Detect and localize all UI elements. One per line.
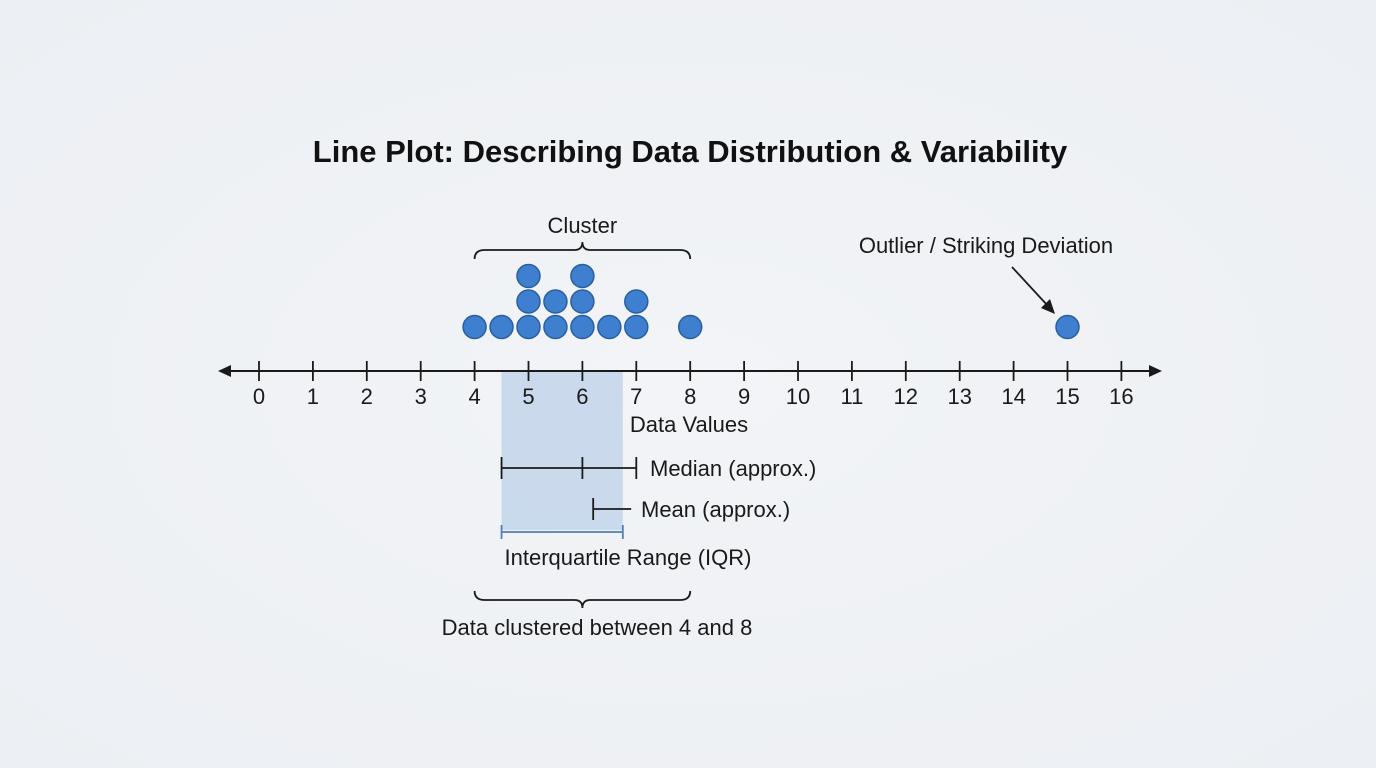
iqr-bracket (500, 525, 624, 539)
tick-label: 5 (522, 384, 534, 409)
tick-label: 16 (1109, 384, 1133, 409)
tick-label: 15 (1055, 384, 1079, 409)
mean-label: Mean (approx.) (641, 497, 790, 522)
data-point (677, 314, 703, 340)
tick-label: 9 (738, 384, 750, 409)
cluster-brace (473, 241, 692, 260)
x-axis-label: Data Values (630, 412, 748, 437)
clustered-range-brace (473, 590, 692, 609)
cluster-label: Cluster (548, 213, 618, 238)
data-point (516, 263, 541, 289)
chart-title: Line Plot: Describing Data Distribution … (313, 134, 1068, 169)
data-point (624, 289, 649, 314)
tick-label: 2 (361, 384, 373, 409)
tick-label: 1 (307, 384, 319, 409)
iqr-label: Interquartile Range (IQR) (505, 545, 752, 570)
outlier-arrow (1011, 266, 1049, 307)
data-points (462, 263, 1080, 340)
tick-label: 11 (840, 384, 863, 409)
axis-right-arrow (1149, 365, 1162, 377)
tick-label: 3 (415, 384, 427, 409)
data-point (1055, 314, 1080, 340)
data-point (543, 289, 568, 314)
tick-label: 8 (684, 384, 696, 409)
median-label: Median (approx.) (650, 456, 816, 481)
tick-label: 12 (894, 384, 918, 409)
tick-label: 7 (630, 384, 642, 409)
tick-label: 4 (468, 384, 480, 409)
data-point (462, 314, 487, 340)
tick-label: 6 (576, 384, 588, 409)
axis-left-arrow (218, 365, 231, 377)
data-point (516, 314, 541, 340)
outlier-arrowhead (1041, 299, 1055, 314)
iqr-shaded-region (501, 372, 623, 530)
mean-marker (592, 498, 632, 520)
data-point (543, 314, 568, 340)
axis-ticks: 0 1 2 3 4 5 6 7 8 9 10 11 12 13 14 15 16 (253, 361, 1134, 409)
tick-label: 0 (253, 384, 265, 409)
tick-label: 14 (1001, 384, 1025, 409)
data-point (570, 289, 595, 314)
data-point (624, 314, 649, 340)
tick-label: 13 (947, 384, 971, 409)
outlier-label: Outlier / Striking Deviation (859, 233, 1113, 258)
data-point (597, 314, 622, 340)
median-marker (500, 457, 638, 479)
data-point (516, 289, 541, 314)
data-point (489, 314, 514, 340)
clustered-range-label: Data clustered between 4 and 8 (442, 615, 753, 640)
data-point (570, 314, 595, 340)
tick-label: 10 (786, 384, 810, 409)
data-point (570, 263, 595, 289)
